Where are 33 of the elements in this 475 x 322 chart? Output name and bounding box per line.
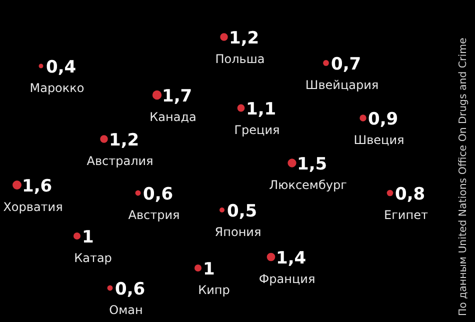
category-label: Египет	[384, 208, 428, 222]
data-label: 0,6	[115, 280, 146, 300]
data-label: 1	[203, 260, 215, 280]
data-label: 1,1	[246, 100, 276, 120]
category-label: Швейцария	[305, 78, 379, 92]
data-label: 0,4	[46, 58, 76, 78]
category-label: Австралия	[86, 154, 154, 168]
data-label: 1,6	[22, 176, 52, 196]
category-label: Хорватия	[3, 200, 63, 214]
data-label: 0,7	[331, 54, 362, 74]
category-label: Австрия	[128, 208, 180, 222]
data-label: 0,9	[368, 110, 398, 130]
category-label: Марокко	[30, 81, 84, 95]
data-label: 0,6	[143, 184, 174, 204]
data-label: 1,5	[297, 154, 328, 174]
category-label: Люксембург	[269, 178, 347, 192]
data-label: 1,7	[162, 86, 192, 106]
category-label: Катар	[74, 251, 112, 265]
category-label: Япония	[214, 225, 262, 239]
category-label: Польша	[215, 52, 265, 66]
category-label: Оман	[109, 303, 143, 317]
category-label: Греция	[234, 123, 280, 137]
category-label: Кипр	[198, 283, 230, 297]
data-label: 0,5	[227, 202, 258, 222]
data-label: 1	[82, 228, 94, 248]
data-label: 0,8	[395, 184, 426, 204]
category-label: Франция	[258, 272, 316, 286]
category-label: Канада	[150, 110, 196, 124]
category-label: Швеция	[354, 133, 404, 147]
data-label: 1,2	[229, 28, 260, 48]
text: По данным United Nations Office On Drugs and Crime	[458, 38, 469, 316]
data-label: 1,2	[109, 130, 140, 150]
data-label: 1,4	[276, 248, 306, 268]
